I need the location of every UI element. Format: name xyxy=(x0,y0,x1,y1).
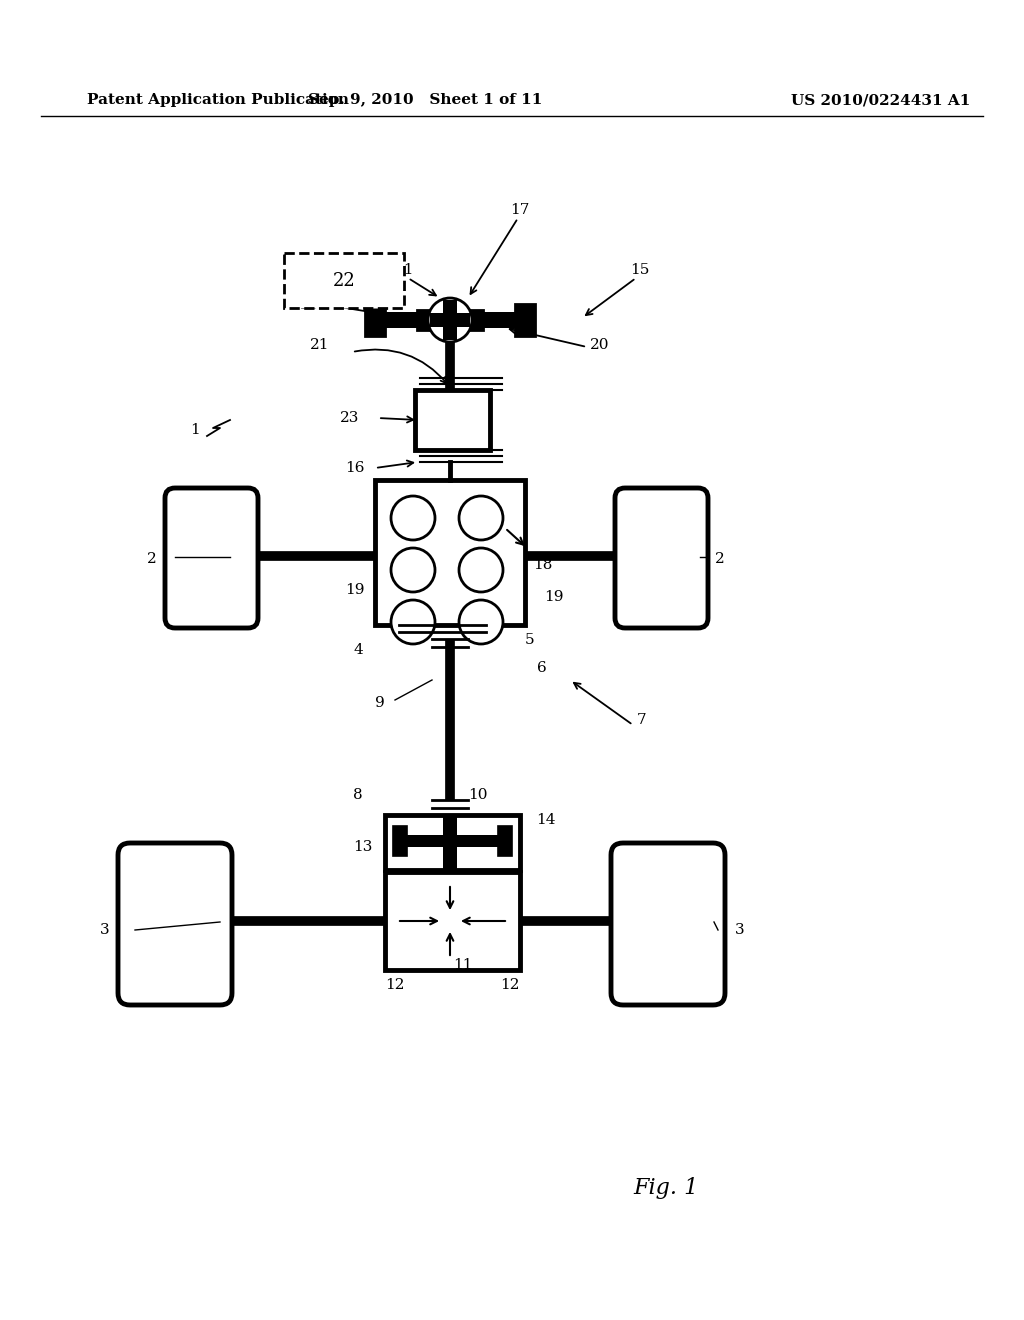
Text: 19: 19 xyxy=(544,590,564,605)
Bar xyxy=(443,300,457,341)
Text: 4: 4 xyxy=(353,643,362,657)
Bar xyxy=(465,310,483,330)
Circle shape xyxy=(391,548,435,591)
Text: 11: 11 xyxy=(454,958,473,972)
Bar xyxy=(417,310,435,330)
Bar xyxy=(443,814,457,870)
Circle shape xyxy=(391,601,435,644)
Bar xyxy=(365,312,417,327)
Text: 12: 12 xyxy=(385,978,404,993)
Bar xyxy=(498,826,512,855)
Text: US 2010/0224431 A1: US 2010/0224431 A1 xyxy=(791,94,971,107)
Text: 12: 12 xyxy=(501,978,520,993)
Text: 1: 1 xyxy=(190,422,200,437)
Text: 17: 17 xyxy=(510,203,529,216)
Text: 9: 9 xyxy=(375,696,385,710)
Bar xyxy=(395,836,510,847)
Text: 14: 14 xyxy=(537,813,556,828)
FancyBboxPatch shape xyxy=(611,843,725,1005)
Text: Fig. 1: Fig. 1 xyxy=(633,1177,698,1199)
Circle shape xyxy=(391,496,435,540)
Circle shape xyxy=(459,496,503,540)
Bar xyxy=(284,253,404,308)
Bar xyxy=(385,814,520,870)
Bar xyxy=(483,312,535,327)
Text: 2: 2 xyxy=(715,552,725,566)
Bar xyxy=(365,304,385,337)
Bar xyxy=(385,873,520,970)
Text: 20: 20 xyxy=(590,338,609,352)
FancyBboxPatch shape xyxy=(165,488,258,628)
Text: Patent Application Publication: Patent Application Publication xyxy=(87,94,349,107)
Text: 6: 6 xyxy=(538,661,547,675)
Bar xyxy=(415,389,490,450)
Text: 3: 3 xyxy=(100,923,110,937)
Text: 3: 3 xyxy=(735,923,744,937)
Text: 15: 15 xyxy=(631,263,649,277)
Bar xyxy=(375,480,525,624)
Text: 2: 2 xyxy=(147,552,157,566)
Text: 19: 19 xyxy=(345,583,365,597)
Text: 7: 7 xyxy=(637,713,647,727)
Bar xyxy=(393,826,407,855)
Text: 21: 21 xyxy=(310,338,330,352)
Text: 21: 21 xyxy=(395,263,415,277)
Text: 23: 23 xyxy=(340,411,359,425)
Text: 10: 10 xyxy=(468,788,487,803)
Circle shape xyxy=(428,298,472,342)
Text: 13: 13 xyxy=(353,840,373,854)
FancyBboxPatch shape xyxy=(615,488,708,628)
Text: 16: 16 xyxy=(345,461,365,475)
Text: 5: 5 xyxy=(525,634,535,647)
Text: Sep. 9, 2010   Sheet 1 of 11: Sep. 9, 2010 Sheet 1 of 11 xyxy=(308,94,542,107)
Circle shape xyxy=(459,601,503,644)
Text: 8: 8 xyxy=(353,788,362,803)
Text: 20: 20 xyxy=(300,298,319,312)
Text: 22: 22 xyxy=(333,272,355,289)
FancyBboxPatch shape xyxy=(118,843,232,1005)
Bar xyxy=(515,304,535,337)
Circle shape xyxy=(459,548,503,591)
Text: 18: 18 xyxy=(534,558,553,572)
Bar xyxy=(430,313,470,327)
